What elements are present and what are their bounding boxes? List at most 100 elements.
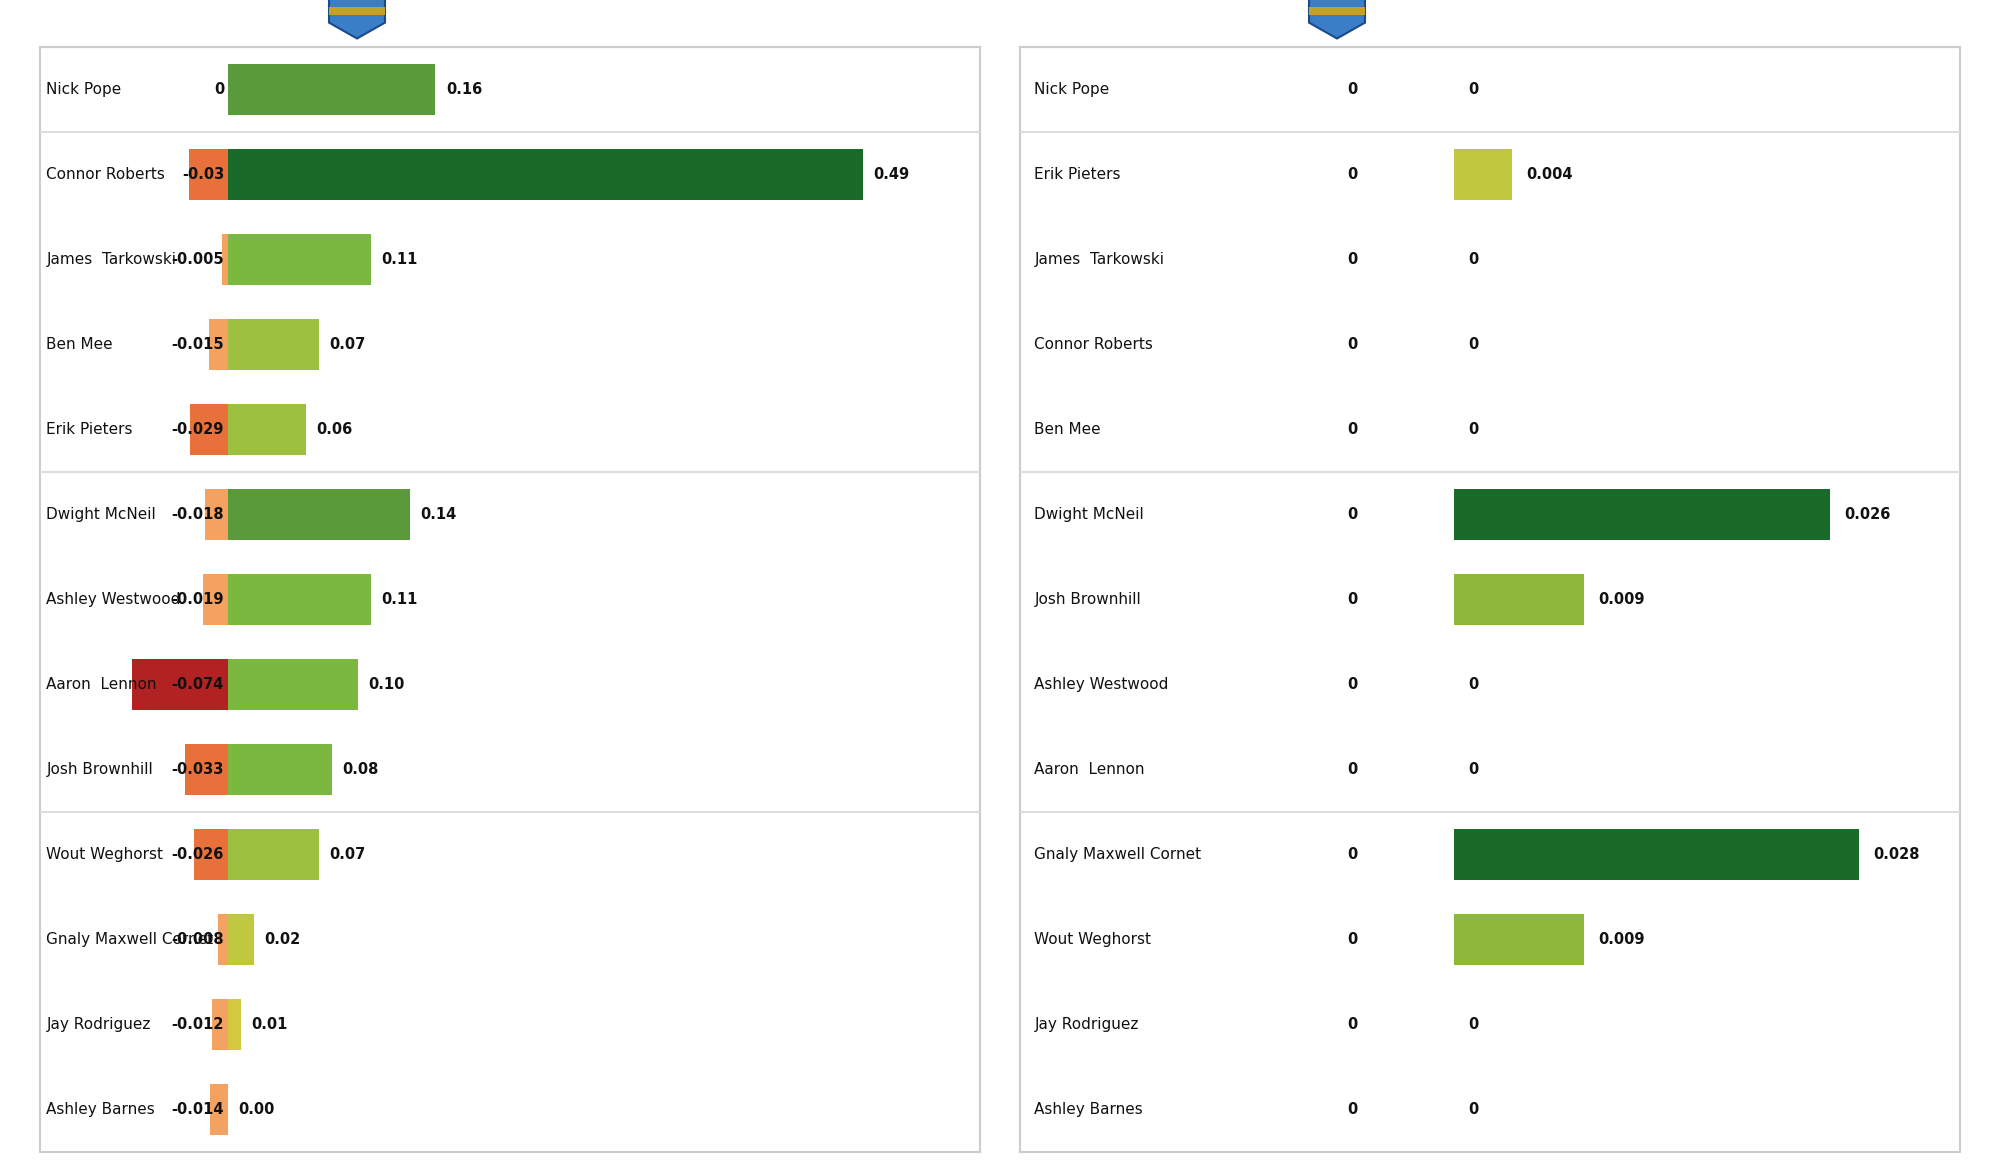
Bar (218, 914, 228, 965)
Text: 0: 0 (1348, 167, 1358, 182)
Bar (222, 234, 228, 284)
Bar (1454, 914, 1584, 965)
Text: Josh Brownhill: Josh Brownhill (46, 761, 154, 777)
Text: 0: 0 (1348, 847, 1358, 861)
Text: 0.004: 0.004 (1526, 167, 1572, 182)
Text: Wout Weghorst: Wout Weghorst (46, 847, 164, 861)
Text: 0: 0 (1468, 677, 1478, 692)
Bar (212, 999, 228, 1049)
Text: 0.49: 0.49 (874, 167, 910, 182)
Text: Jay Rodriguez: Jay Rodriguez (1034, 1016, 1138, 1032)
Bar (228, 489, 410, 539)
Text: 0.02: 0.02 (264, 932, 300, 947)
Text: -0.008: -0.008 (172, 932, 224, 947)
Text: 0.07: 0.07 (330, 847, 366, 861)
Text: 0.00: 0.00 (238, 1101, 274, 1116)
Text: Connor Roberts: Connor Roberts (1034, 337, 1154, 351)
Text: -0.03: -0.03 (182, 167, 224, 182)
Text: -0.014: -0.014 (172, 1101, 224, 1116)
Text: Ben Mee: Ben Mee (1034, 422, 1102, 437)
Text: Gnaly Maxwell Cornet: Gnaly Maxwell Cornet (46, 932, 214, 947)
Bar (228, 828, 318, 880)
Bar (194, 828, 228, 880)
Text: 0: 0 (1468, 251, 1478, 267)
Text: James  Tarkowski: James Tarkowski (1034, 251, 1164, 267)
Bar (228, 234, 370, 284)
Text: 0.028: 0.028 (1874, 847, 1920, 861)
Text: Dwight McNeil: Dwight McNeil (1034, 506, 1144, 522)
Bar (228, 999, 240, 1049)
Text: 0: 0 (1468, 1016, 1478, 1032)
Bar (228, 149, 864, 200)
Bar (190, 404, 228, 455)
Bar (204, 489, 228, 539)
Text: Connor Roberts: Connor Roberts (46, 167, 166, 182)
Text: 0: 0 (214, 82, 224, 98)
Text: 0: 0 (1348, 422, 1358, 437)
Polygon shape (328, 7, 384, 14)
Text: Erik Pieters: Erik Pieters (1034, 167, 1120, 182)
Text: 0.06: 0.06 (316, 422, 352, 437)
Text: 0: 0 (1468, 337, 1478, 351)
Bar (228, 63, 436, 115)
Text: -0.026: -0.026 (172, 847, 224, 861)
Text: -0.018: -0.018 (172, 506, 224, 522)
Text: Erik Pieters: Erik Pieters (46, 422, 132, 437)
Text: 0.14: 0.14 (420, 506, 456, 522)
Text: 0: 0 (1348, 1016, 1358, 1032)
Text: 0: 0 (1468, 761, 1478, 777)
Text: James  Tarkowski: James Tarkowski (46, 251, 176, 267)
Text: Jay Rodriguez: Jay Rodriguez (46, 1016, 150, 1032)
Text: Aaron  Lennon: Aaron Lennon (46, 677, 156, 692)
Text: 0.08: 0.08 (342, 761, 378, 777)
Bar (190, 149, 228, 200)
Text: Ashley Westwood: Ashley Westwood (1034, 677, 1168, 692)
Polygon shape (328, 0, 384, 39)
Bar (228, 914, 254, 965)
Text: Ben Mee: Ben Mee (46, 337, 114, 351)
Bar (228, 318, 318, 370)
Text: 0: 0 (1348, 677, 1358, 692)
Bar (1454, 149, 1512, 200)
Text: -0.015: -0.015 (172, 337, 224, 351)
Text: 0: 0 (1348, 251, 1358, 267)
Bar (1454, 828, 1858, 880)
Text: 0: 0 (1468, 422, 1478, 437)
Text: 0.16: 0.16 (446, 82, 482, 98)
Text: -0.012: -0.012 (172, 1016, 224, 1032)
Text: 0: 0 (1348, 1101, 1358, 1116)
Text: Aaron  Lennon: Aaron Lennon (1034, 761, 1144, 777)
Text: Nick Pope: Nick Pope (1034, 82, 1110, 98)
Bar (228, 404, 306, 455)
Bar (1454, 573, 1584, 625)
Text: 0: 0 (1468, 82, 1478, 98)
Text: Josh Brownhill: Josh Brownhill (1034, 592, 1142, 606)
Text: 0.11: 0.11 (380, 592, 418, 606)
Polygon shape (1308, 7, 1364, 14)
Text: 0: 0 (1348, 592, 1358, 606)
Text: 0.10: 0.10 (368, 677, 404, 692)
Text: -0.029: -0.029 (172, 422, 224, 437)
Bar (204, 573, 228, 625)
Polygon shape (1308, 0, 1364, 39)
Bar (210, 1083, 228, 1135)
Text: 0.07: 0.07 (330, 337, 366, 351)
Text: 0: 0 (1348, 337, 1358, 351)
Text: 0.11: 0.11 (380, 251, 418, 267)
Text: 0: 0 (1348, 932, 1358, 947)
Text: Nick Pope: Nick Pope (46, 82, 122, 98)
Bar (228, 744, 332, 794)
Text: -0.019: -0.019 (172, 592, 224, 606)
Text: Ashley Barnes: Ashley Barnes (1034, 1101, 1144, 1116)
Bar (132, 659, 228, 710)
Text: Wout Weghorst: Wout Weghorst (1034, 932, 1152, 947)
Bar (228, 659, 358, 710)
Text: 0.009: 0.009 (1598, 932, 1644, 947)
Text: -0.033: -0.033 (172, 761, 224, 777)
Bar (1454, 489, 1830, 539)
Bar (228, 573, 370, 625)
Text: 0.009: 0.009 (1598, 592, 1644, 606)
Text: -0.005: -0.005 (172, 251, 224, 267)
Bar (208, 318, 228, 370)
Text: 0: 0 (1348, 82, 1358, 98)
